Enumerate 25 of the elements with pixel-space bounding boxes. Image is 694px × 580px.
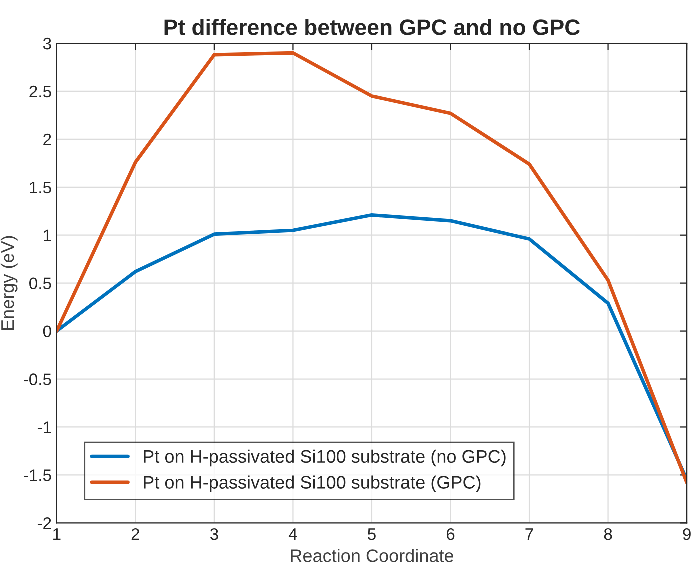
- y-tick-label: 2.5: [30, 86, 52, 98]
- y-tick-label: -2: [38, 518, 52, 530]
- x-tick-label: 8: [604, 528, 612, 540]
- x-tick-label: 2: [132, 528, 140, 540]
- x-tick-label: 1: [54, 528, 61, 540]
- y-tick-label: 0.5: [30, 278, 52, 290]
- x-tick-label: 5: [368, 528, 376, 540]
- x-tick-label: 6: [446, 528, 455, 540]
- x-tick-label: 9: [683, 528, 691, 540]
- y-tick-label: 1.5: [30, 182, 52, 194]
- legend-label: Pt on H-passivated Si100 substrate (no GPC): [144, 450, 506, 467]
- y-tick-label: -1: [38, 422, 52, 434]
- y-tick-label: -0.5: [24, 374, 52, 386]
- legend-label: Pt on H-passivated Si100 substrate (GPC): [144, 476, 481, 493]
- y-tick-label: -1.5: [24, 470, 52, 482]
- chart-title: Pt difference between GPC and no GPC: [164, 19, 580, 36]
- x-tick-label: 4: [288, 528, 298, 540]
- x-axis-title: Reaction Coordinate: [291, 549, 454, 562]
- x-tick-label: 7: [526, 528, 534, 540]
- y-tick-label: 3: [43, 38, 52, 50]
- y-tick-label: 2: [44, 134, 52, 146]
- x-tick-label: 3: [210, 528, 218, 540]
- y-tick-label: 1: [44, 230, 52, 242]
- y-axis-title: Energy (eV): [0, 236, 18, 330]
- y-tick-label: 0: [43, 326, 52, 338]
